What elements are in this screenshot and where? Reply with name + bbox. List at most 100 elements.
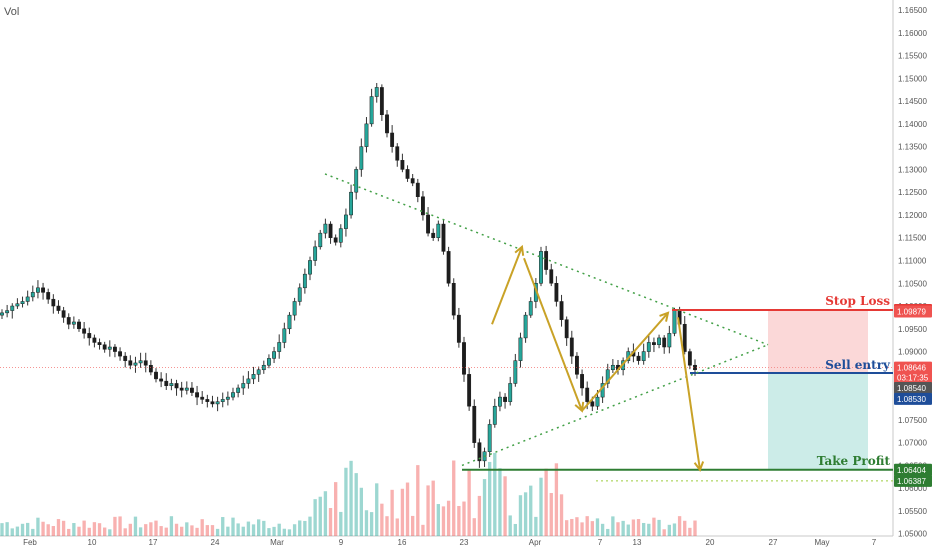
volume-bar (606, 528, 610, 536)
candle (138, 360, 143, 364)
candle (323, 223, 328, 234)
candle (446, 251, 451, 284)
candle (456, 314, 461, 343)
volume-bar (626, 524, 630, 536)
candle (190, 387, 194, 393)
candle (302, 273, 307, 289)
volume-bar (246, 521, 251, 536)
candle (66, 317, 71, 325)
volume-bar (405, 482, 410, 536)
candle (107, 346, 112, 350)
volume-bar (431, 480, 435, 536)
candle (338, 228, 343, 243)
x-tick-label: 24 (211, 538, 220, 547)
price-tag (894, 371, 932, 384)
volume-bar (210, 525, 215, 536)
candle (287, 314, 292, 330)
volume-bar (272, 526, 276, 536)
x-tick-label: 20 (706, 538, 715, 547)
candle (328, 223, 333, 238)
y-tick-label: 1.16500 (898, 6, 927, 15)
price-tag-label: 1.06387 (897, 477, 926, 486)
candle (498, 396, 502, 407)
candle (41, 287, 45, 293)
y-tick-label: 1.09000 (898, 348, 927, 357)
volume-bar (487, 461, 492, 536)
candle (10, 305, 15, 311)
candle (687, 351, 692, 366)
candle (77, 321, 81, 330)
x-tick-label: 17 (149, 538, 158, 547)
candle (15, 303, 20, 307)
volume-bar (616, 522, 620, 536)
candle (369, 96, 374, 125)
sell-entry-label: Sell entry (825, 358, 891, 372)
volume-bar (585, 516, 589, 536)
price-tag (894, 392, 932, 405)
candle (308, 260, 312, 275)
x-tick-label: 23 (460, 538, 469, 547)
price-tag-label: 1.08646 (897, 364, 926, 373)
candle (641, 351, 646, 361)
candle (364, 123, 369, 147)
candle (128, 360, 133, 366)
candle (503, 396, 507, 402)
volume-bar (308, 516, 312, 536)
risk-zone (768, 309, 868, 373)
volume-bar (159, 526, 163, 536)
volume-bar (303, 520, 307, 536)
volume-bar (590, 521, 595, 536)
volume-bar (31, 528, 35, 536)
y-tick-label: 1.05000 (898, 530, 927, 539)
volume-bar (149, 522, 153, 536)
candle (672, 310, 677, 334)
volume-bar (333, 482, 338, 536)
candle (272, 351, 276, 359)
candle (123, 355, 128, 361)
volume-bar (390, 489, 394, 536)
candle (585, 387, 590, 402)
candle (467, 374, 472, 407)
volume-bar (231, 517, 235, 536)
volume-bar (410, 515, 415, 536)
volume-bar (205, 525, 210, 536)
candle (400, 160, 405, 170)
candle (277, 342, 282, 352)
price-tag (894, 361, 932, 374)
volume-bar (477, 495, 482, 536)
volume-bar (354, 473, 358, 536)
volume-bar (102, 527, 107, 536)
candle (205, 399, 210, 402)
volume-bar (313, 499, 317, 536)
x-tick-label: Mar (270, 538, 284, 547)
volume-bar (20, 523, 25, 536)
y-tick-label: 1.13500 (898, 143, 927, 152)
y-tick-label: 1.09500 (898, 325, 927, 334)
candle (390, 132, 395, 147)
candle (292, 301, 297, 316)
candle (436, 223, 441, 238)
candle (313, 246, 318, 261)
candle (636, 355, 641, 361)
price-tag (894, 381, 932, 394)
candle (395, 146, 400, 161)
volume-bar (87, 527, 91, 536)
price-tag (894, 305, 932, 318)
candle (513, 360, 518, 384)
candle (174, 383, 179, 389)
candle (415, 182, 420, 197)
candle (528, 301, 533, 316)
candle (102, 344, 107, 350)
volume-bar (200, 519, 204, 536)
candle (56, 305, 61, 311)
price-tag (894, 474, 932, 487)
volume-bar (441, 506, 446, 536)
y-tick-label: 1.16000 (898, 29, 927, 38)
volume-bar (529, 485, 533, 536)
volume-bar (400, 488, 405, 536)
arrow-down-2 (677, 317, 701, 471)
volume-bar (657, 519, 661, 536)
volume-bar (344, 467, 348, 536)
volume-bar (498, 468, 502, 536)
